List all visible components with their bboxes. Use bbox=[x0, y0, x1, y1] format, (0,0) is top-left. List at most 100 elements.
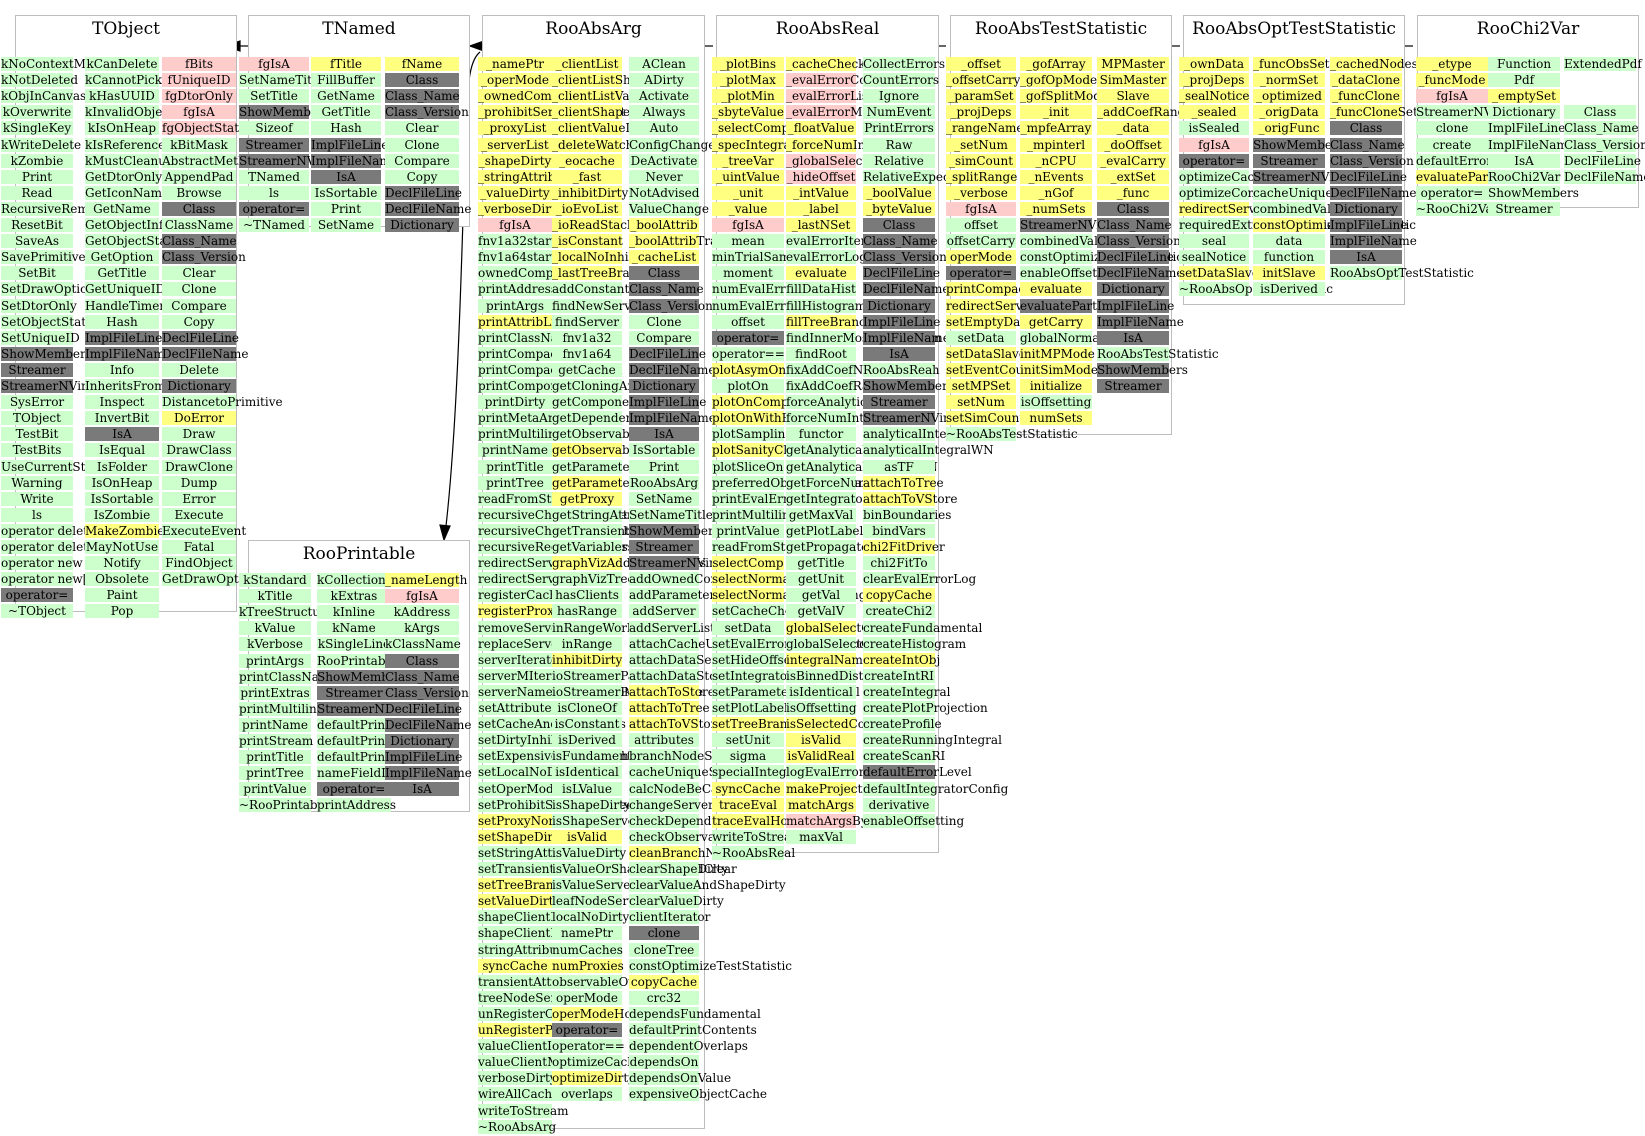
member-attributes: attributes bbox=[629, 733, 699, 747]
member-label: IsSortable bbox=[90, 492, 154, 506]
member-plotasymonly: plotAsymOnly bbox=[712, 363, 797, 377]
member-opermode: operMode bbox=[946, 250, 1016, 264]
member-label: MayNotUse bbox=[85, 540, 159, 554]
member-offset: _offset bbox=[946, 57, 1016, 71]
member-setparameterizeintegral: setParameterizeIntegral bbox=[712, 685, 860, 699]
member-transientattributes: transientAttributes bbox=[478, 975, 594, 989]
member-label: Print bbox=[648, 460, 680, 474]
member-isshapeserver: isShapeServer bbox=[552, 814, 641, 828]
member-iostreamerpass2finalize: ioStreamerPass2Finalize bbox=[552, 685, 703, 699]
member-selectnormalization: selectNormalization bbox=[712, 572, 835, 586]
member-label: ShowMembers bbox=[629, 524, 720, 538]
member-rooabsteststatistic: ~RooAbsTestStatistic bbox=[946, 427, 1078, 441]
member-label: DeclFileName bbox=[385, 718, 472, 732]
member-label: FillBuffer bbox=[317, 73, 375, 87]
member-chi2fitto: chi2FitTo bbox=[863, 556, 935, 570]
member-plotbins: _plotBins bbox=[712, 57, 784, 71]
member-label: Dictionary bbox=[1334, 202, 1398, 216]
member-boolvalue: _boolValue bbox=[863, 186, 935, 200]
class-box-rooabsoptteststatistic: RooAbsOptTestStatistic _ownData _projDeps _… bbox=[1179, 15, 1474, 305]
member-ownedcomponents: _ownedComponents bbox=[478, 89, 600, 103]
member-operator: operator= bbox=[1416, 186, 1488, 200]
member-label: fnv1a32start bbox=[478, 234, 556, 248]
member-label: operModeHook bbox=[552, 1007, 647, 1021]
member-label: printMultiline bbox=[478, 427, 563, 441]
member-label: Class bbox=[182, 202, 216, 216]
member-knocontextmenu: kNoContextMenu bbox=[1, 57, 109, 71]
member-label: setShapeDirty bbox=[478, 830, 565, 844]
member-tobject: ~TObject bbox=[1, 604, 73, 618]
member-setdataslave: setDataSlave bbox=[946, 347, 1026, 361]
member-label: _proxyList bbox=[483, 121, 547, 135]
member-implfileline: ImplFileLine bbox=[311, 138, 388, 152]
member-label: _cacheList bbox=[631, 250, 697, 264]
member-label: setAttribute bbox=[478, 701, 552, 715]
member-label: Streamer bbox=[870, 395, 928, 409]
member-relative: Relative bbox=[863, 154, 935, 168]
member-ngof: _nGof bbox=[1020, 186, 1092, 200]
member-label: IsA bbox=[889, 347, 909, 361]
member-label: ShowMembers bbox=[1488, 186, 1579, 200]
member-clientlistvalue: _clientListValue bbox=[552, 89, 648, 103]
member-label: _hideOffset bbox=[786, 170, 856, 184]
member-label: replaceServer bbox=[478, 637, 565, 651]
member-label: clearEvalErrorLog bbox=[863, 572, 977, 586]
member-treenodeserverlist: treeNodeServerList bbox=[478, 991, 599, 1005]
member-declfilename: DeclFileName bbox=[1564, 170, 1645, 184]
member-label: evaluate bbox=[795, 266, 847, 280]
member-label: Clone bbox=[646, 315, 682, 329]
member-fatal: Fatal bbox=[162, 540, 236, 554]
member-treevar: _treeVar bbox=[712, 154, 784, 168]
member-getanalyticalintegral: getAnalyticalIntegral bbox=[786, 443, 915, 457]
member-label: isValidReal bbox=[787, 749, 855, 763]
member-filldatahist: fillDataHist bbox=[786, 282, 856, 296]
member-label: seal bbox=[1201, 234, 1227, 248]
member-print: Print bbox=[1, 170, 73, 184]
member-geticonname: GetIconName bbox=[85, 186, 169, 200]
member-astf: asTF bbox=[863, 460, 935, 474]
class-box-rooabsreal: RooAbsReal _plotBins _plotMax _plotMin _sbyt… bbox=[712, 15, 1008, 860]
member-lasttreebranch: _lastTreeBranch bbox=[552, 266, 652, 280]
member-label: _evalErrorCount bbox=[786, 73, 887, 87]
member-label: GetObjectInfo bbox=[85, 218, 171, 232]
member-label: Clear bbox=[182, 266, 216, 280]
member-label: createHistogram bbox=[863, 637, 967, 651]
member-localnoinhibitdirty: _localNoInhibitDirty bbox=[552, 250, 676, 264]
member-data: data bbox=[1253, 234, 1325, 248]
member-label: kInline bbox=[332, 605, 376, 619]
member-label: RooAbsTestStatistic bbox=[1097, 347, 1219, 361]
member-recursivecheckobservables: recursiveCheckObservables bbox=[478, 524, 648, 538]
member-label: Class_Version bbox=[1097, 234, 1181, 248]
member-label: SavePrimitive bbox=[1, 250, 86, 264]
member-label: ~RooAbsTestStatistic bbox=[946, 427, 1078, 441]
member-isa: IsA bbox=[629, 427, 699, 441]
member-label: Inspect bbox=[99, 395, 145, 409]
member-makezombie: MakeZombie bbox=[85, 524, 164, 538]
member-settreebranchstatus: setTreeBranchStatus bbox=[712, 717, 841, 731]
member-label: SetBit bbox=[18, 266, 56, 280]
member-isvalid: isValid bbox=[552, 830, 622, 844]
member-printargs: printArgs bbox=[478, 299, 552, 313]
member-label: serverIterator bbox=[478, 653, 564, 667]
member-label: Dump bbox=[180, 476, 218, 490]
member-label: copyCache bbox=[865, 588, 933, 602]
member-kstandard: kStandard bbox=[239, 573, 311, 587]
member-label: _isConstant bbox=[552, 234, 623, 248]
member-adirty: ADirty bbox=[629, 73, 699, 87]
member-ls: ls bbox=[239, 186, 309, 200]
member-recursiveremove: RecursiveRemove bbox=[1, 202, 110, 216]
member-showmembers: ShowMembers bbox=[1488, 186, 1579, 200]
member-declfileline: DeclFileLine bbox=[629, 347, 706, 361]
member-label: ImplFileName bbox=[629, 411, 716, 425]
member-label: _setNum bbox=[954, 138, 1008, 152]
member-clientiterator: clientIterator bbox=[629, 910, 710, 924]
member-kcollectionheader: kCollectionHeader bbox=[317, 573, 431, 587]
member-label: kValue bbox=[254, 621, 296, 635]
member-label: _normSet bbox=[1259, 73, 1319, 87]
member-clientshapeiter: _clientShapeIter bbox=[552, 105, 652, 119]
member-label: createRunningIntegral bbox=[863, 733, 1002, 747]
member-label: printExtras bbox=[240, 686, 310, 700]
member-overlaps: overlaps bbox=[552, 1087, 622, 1101]
member-clone: clone bbox=[1416, 121, 1488, 135]
class-title: TNamed bbox=[322, 19, 396, 39]
